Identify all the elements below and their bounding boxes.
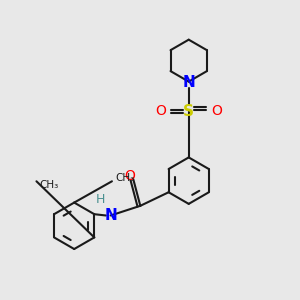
Text: S: S [183,104,194,119]
Text: CH₃: CH₃ [116,173,135,183]
Text: H: H [95,193,105,206]
Text: O: O [155,104,167,118]
Text: O: O [211,104,222,118]
Text: CH₃: CH₃ [40,180,59,190]
Text: N: N [182,75,195,90]
Text: N: N [104,208,117,223]
Text: O: O [124,169,135,184]
